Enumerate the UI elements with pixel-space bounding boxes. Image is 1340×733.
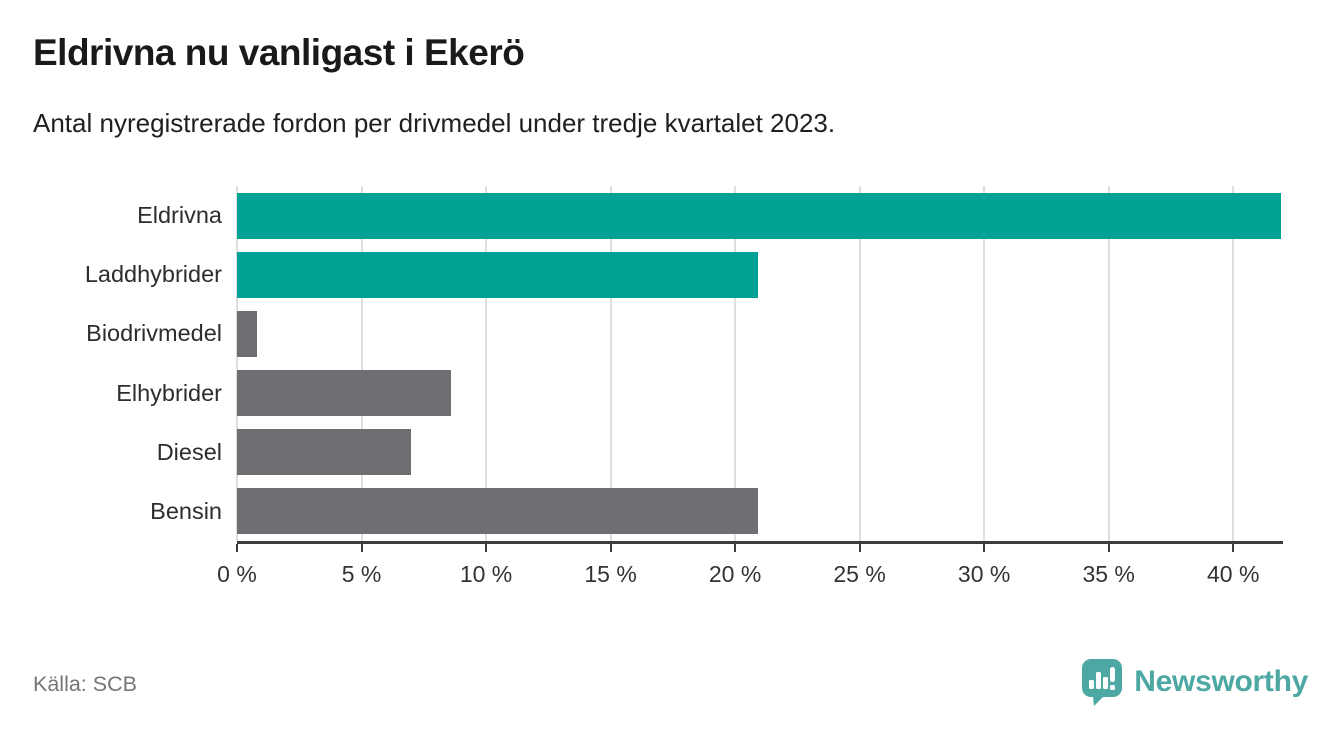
- bar-row: Diesel: [157, 423, 1283, 482]
- category-label: Eldrivna: [137, 202, 222, 228]
- category-label: Bensin: [150, 497, 222, 524]
- axis-tick: [1107, 544, 1110, 552]
- bar-row: Eldrivna: [137, 186, 1283, 245]
- bar: [237, 310, 257, 357]
- brand-wordmark: Newsworthy: [1134, 665, 1308, 698]
- newsworthy-logo-icon: [1081, 658, 1123, 706]
- axis-tick: [236, 544, 238, 552]
- gridline: [485, 186, 488, 541]
- bar-row: Bensin: [150, 482, 1283, 541]
- bar: [237, 251, 758, 298]
- bar-row: Elhybrider: [116, 364, 1283, 423]
- axis-tick: [609, 544, 612, 552]
- axis-tick: [734, 544, 737, 552]
- branding: Newsworthy: [1081, 658, 1308, 706]
- category-label: Biodrivmedel: [86, 320, 222, 347]
- source-note: Källa: SCB: [33, 672, 137, 696]
- plot-area: Eldrivna Laddhybrider Biodrivmedel Elhybrid…: [85, 186, 1283, 587]
- gridline: [983, 186, 986, 541]
- axis-tick: [360, 544, 363, 552]
- bar: [237, 429, 412, 476]
- axis-tick-label: 20 %: [708, 561, 762, 587]
- axis-tick: [485, 544, 488, 552]
- bar: [237, 192, 1281, 239]
- axis-tick-label: 25 %: [833, 561, 886, 587]
- axis-tick-label: 15 %: [584, 561, 637, 587]
- chart-subtitle: Antal nyregistrerade fordon per drivmede…: [33, 108, 836, 138]
- gridline: [609, 186, 612, 541]
- bar: [237, 370, 452, 416]
- gridline: [1232, 186, 1235, 541]
- gridline: [858, 186, 861, 541]
- bar-row: Biodrivmedel: [86, 304, 1283, 363]
- axis-tick: [1232, 544, 1235, 552]
- gridline: [734, 186, 737, 541]
- axis-tick-label: 10 %: [459, 561, 513, 587]
- category-label: Laddhybrider: [84, 261, 222, 288]
- category-label: Elhybrider: [116, 379, 222, 406]
- gridline: [236, 186, 238, 541]
- chart-title: Eldrivna nu vanligast i Ekerö: [33, 32, 525, 73]
- axis-tick-label: 40 %: [1206, 561, 1260, 587]
- axis-tick-label: 0 %: [217, 561, 257, 587]
- bar: [237, 488, 758, 535]
- category-label: Diesel: [156, 438, 222, 465]
- axis-tick: [858, 544, 861, 552]
- axis-tick: [983, 544, 986, 552]
- gridline: [360, 186, 363, 541]
- bar-row: Laddhybrider: [85, 245, 1283, 304]
- axis-tick-label: 35 %: [1082, 561, 1135, 587]
- gridline: [1107, 186, 1110, 541]
- axis-tick-label: 5 %: [341, 561, 382, 587]
- axis-tick-label: 30 %: [957, 561, 1011, 587]
